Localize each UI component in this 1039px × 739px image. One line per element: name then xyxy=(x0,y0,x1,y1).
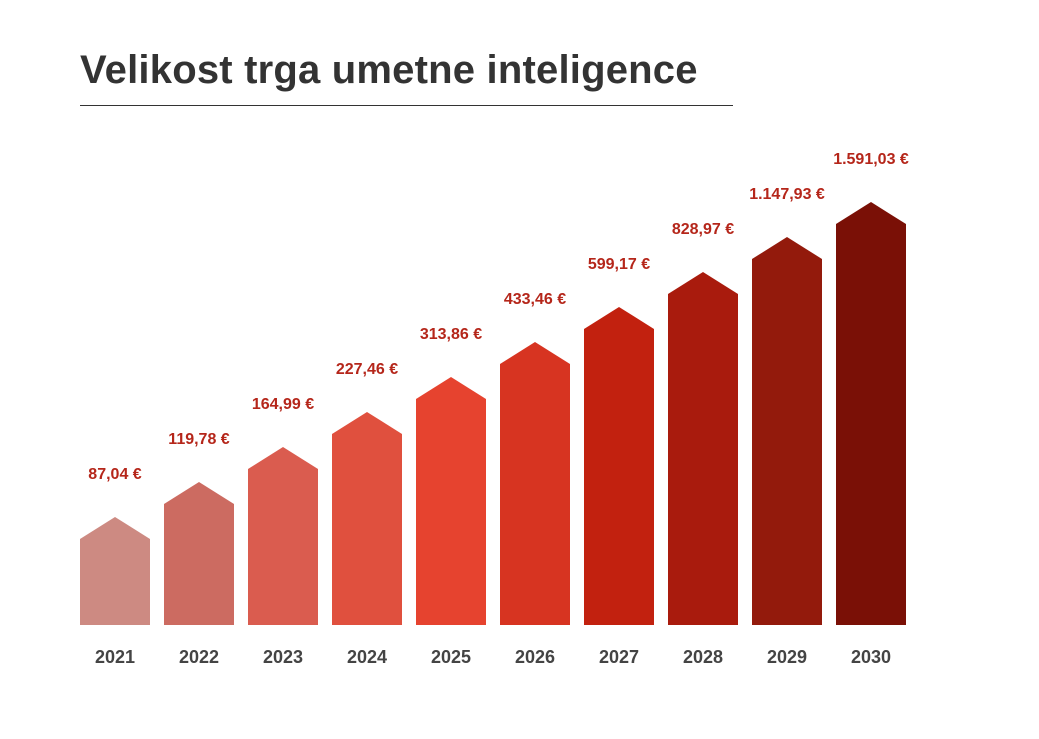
bar-2025 xyxy=(416,377,486,625)
value-label-2030: 1.591,03 € xyxy=(833,151,909,168)
value-label-2022: 119,78 € xyxy=(168,431,230,448)
value-label-2027: 599,17 € xyxy=(588,256,650,273)
x-tick-2022: 2022 xyxy=(179,647,219,667)
chart-title: Velikost trga umetne inteligence xyxy=(80,48,698,92)
x-tick-2023: 2023 xyxy=(263,647,303,667)
x-axis-tick-labels: 2021 2022 2023 2024 2025 2026 2027 2028 2029 2030 xyxy=(95,647,891,667)
bar-2028 xyxy=(668,272,738,625)
bar-2022 xyxy=(164,482,234,625)
bars-group xyxy=(80,202,906,625)
bar-2023 xyxy=(248,447,318,625)
bar-2024 xyxy=(332,412,402,625)
x-tick-2027: 2027 xyxy=(599,647,639,667)
bar-2021 xyxy=(80,517,150,625)
value-label-2028: 828,97 € xyxy=(672,221,734,238)
bar-2026 xyxy=(500,342,570,625)
value-labels-group: 87,04 € 119,78 € 164,99 € 227,46 € 313,86 € 4… xyxy=(88,151,909,483)
value-label-2026: 433,46 € xyxy=(504,291,566,308)
title-underline xyxy=(80,105,733,106)
x-tick-2021: 2021 xyxy=(95,647,135,667)
x-tick-2028: 2028 xyxy=(683,647,723,667)
bar-2030 xyxy=(836,202,906,625)
bar-2029 xyxy=(752,237,822,625)
value-label-2023: 164,99 € xyxy=(252,396,314,413)
x-tick-2024: 2024 xyxy=(347,647,387,667)
x-tick-2029: 2029 xyxy=(767,647,807,667)
x-tick-2030: 2030 xyxy=(851,647,891,667)
value-label-2021: 87,04 € xyxy=(88,466,141,483)
x-tick-2026: 2026 xyxy=(515,647,555,667)
x-tick-2025: 2025 xyxy=(431,647,471,667)
value-label-2029: 1.147,93 € xyxy=(749,186,825,203)
bar-2027 xyxy=(584,307,654,625)
value-label-2024: 227,46 € xyxy=(336,361,398,378)
value-label-2025: 313,86 € xyxy=(420,326,482,343)
